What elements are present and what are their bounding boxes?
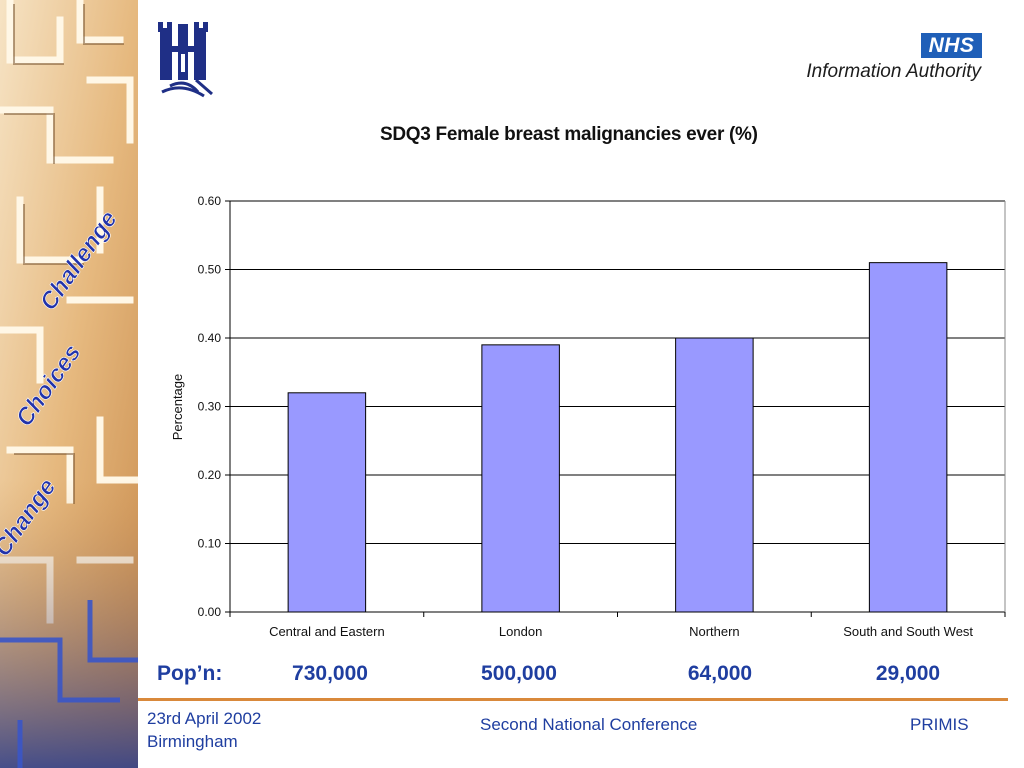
x-tick-label: London — [499, 624, 542, 639]
footer-org: PRIMIS — [910, 715, 969, 734]
university-crest-logo — [158, 22, 213, 98]
maze-decoration: Challenge Choices Change — [0, 0, 138, 768]
bar-london — [481, 344, 560, 613]
bar-central-and-eastern — [287, 392, 367, 613]
footer-place: Birmingham — [147, 732, 238, 751]
nhs-logo: NHS — [921, 33, 982, 58]
population-label: Pop’n: — [157, 662, 223, 685]
bar-south-and-south-west — [868, 262, 948, 613]
population-row: Pop’n: 730,000 500,000 64,000 29,000 — [0, 662, 1024, 690]
chart-title: SDQ3 Female breast malignancies ever (%) — [380, 124, 758, 145]
footer-divider — [138, 698, 1008, 701]
population-london: 500,000 — [481, 662, 557, 685]
y-axis-label: Percentage — [170, 374, 185, 441]
footer-date-place: 23rd April 2002 Birmingham — [147, 707, 261, 753]
footer-conference: Second National Conference — [480, 715, 698, 734]
x-tick-label: Northern — [689, 624, 740, 639]
chart-axes: 0.00 0.10 0.20 0.30 0.40 0.50 0.60 Central and … — [198, 194, 1006, 639]
footer-date: 23rd April 2002 — [147, 709, 262, 728]
population-south-south-west: 29,000 — [875, 662, 941, 685]
y-tick-label: 0.40 — [198, 331, 222, 345]
y-tick-label: 0.60 — [198, 194, 222, 208]
bar-northern — [675, 337, 754, 613]
y-tick-label: 0.20 — [198, 468, 222, 482]
y-tick-label: 0.10 — [198, 537, 222, 551]
bar-chart: 0.00 0.10 0.20 0.30 0.40 0.50 0.60 Central and … — [170, 194, 1006, 639]
x-tick-label: Central and Eastern — [269, 624, 385, 639]
population-northern: 64,000 — [687, 662, 753, 685]
y-tick-label: 0.00 — [198, 605, 222, 619]
x-tick-label: South and South West — [843, 624, 973, 639]
population-central-eastern: 730,000 — [292, 662, 368, 685]
nhs-subtitle: Information Authority — [806, 61, 981, 82]
y-tick-label: 0.30 — [198, 400, 222, 414]
y-tick-label: 0.50 — [198, 263, 222, 277]
chart-bars — [287, 262, 948, 613]
